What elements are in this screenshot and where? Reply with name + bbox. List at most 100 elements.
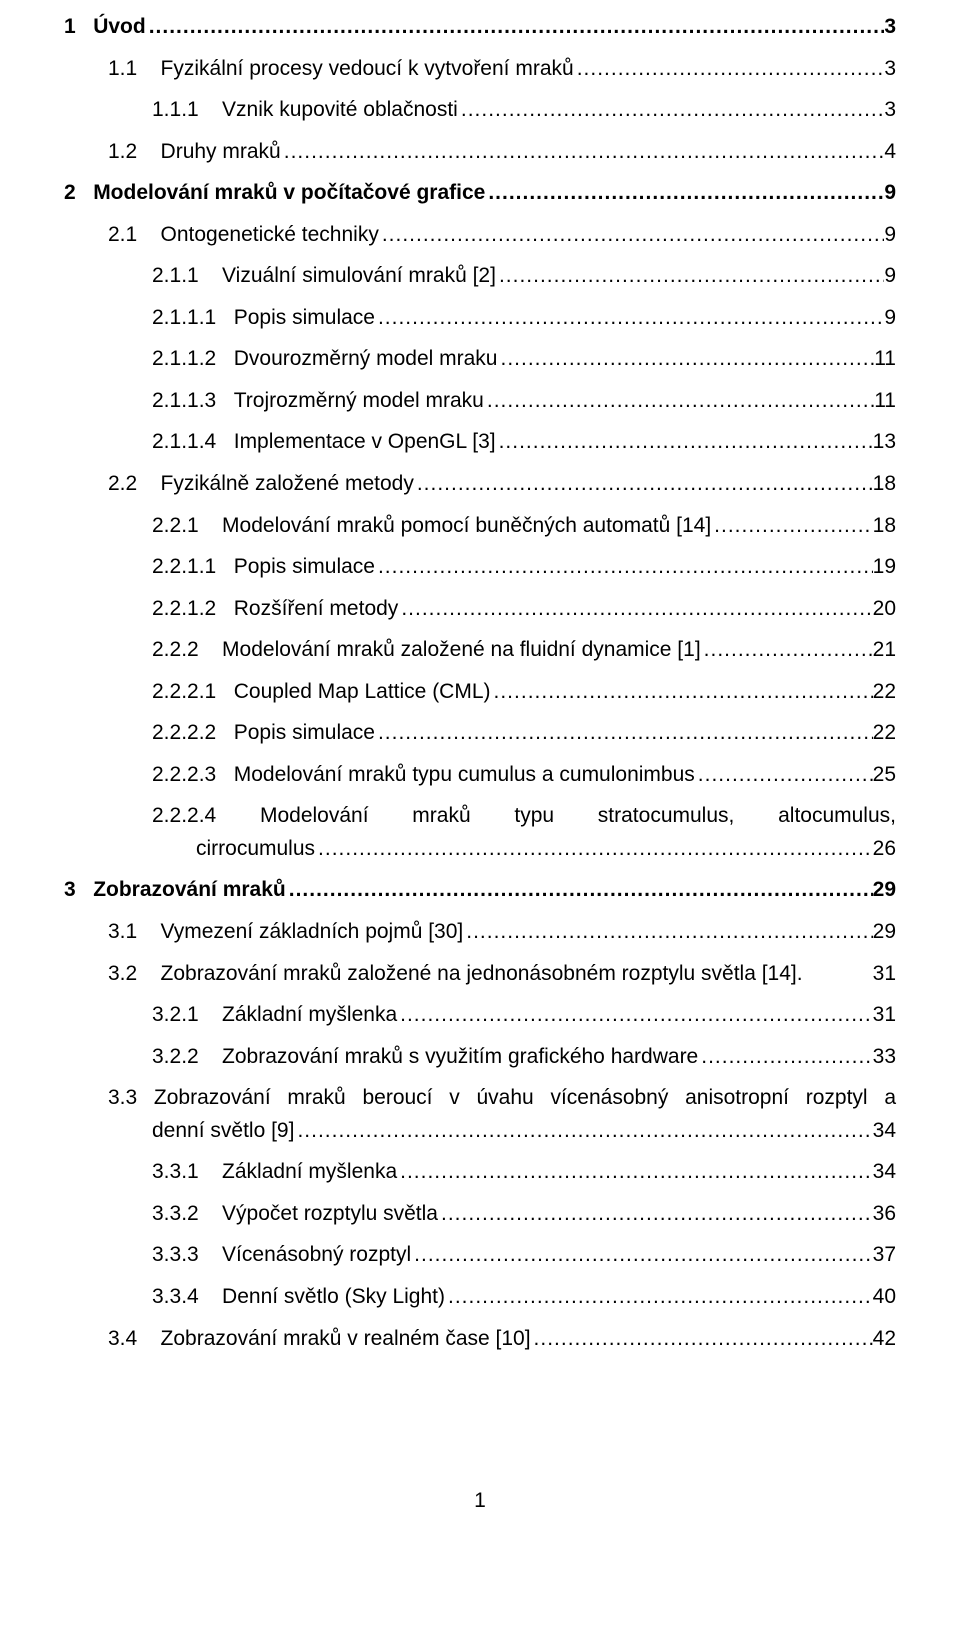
toc-entry: 2.2.1.1 Popis simulace..................…	[64, 551, 896, 584]
toc-entry-page: 29	[873, 874, 896, 907]
toc-entry-page: 36	[873, 1198, 896, 1231]
toc-entry: 2.2.2.2 Popis simulace..................…	[64, 717, 896, 750]
toc-entry-page: 25	[873, 759, 896, 792]
table-of-contents: 1 Úvod..................................…	[0, 0, 960, 1355]
toc-entry-number: 3.2	[108, 958, 161, 991]
toc-entry-title: cirrocumulus	[196, 833, 315, 866]
toc-entry-title: Implementace v OpenGL [3]	[234, 426, 496, 459]
toc-entry-page: 3	[884, 11, 896, 44]
toc-entry-page: 18	[873, 468, 896, 501]
toc-entry-number: 2.1.1	[152, 260, 222, 293]
toc-leader: ........................................…	[711, 510, 872, 543]
toc-entry-title: Coupled Map Lattice (CML)	[234, 676, 491, 709]
toc-entry-page: 3	[884, 53, 896, 86]
toc-entry-page: 9	[884, 177, 896, 210]
toc-leader: ........................................…	[491, 676, 873, 709]
toc-entry-page: 11	[874, 385, 896, 418]
toc-entry-title: Trojrozměrný model mraku	[234, 385, 484, 418]
toc-leader: ........................................…	[397, 1156, 873, 1189]
toc-entry: 2.2.2.4 Modelování mraků typu stratocumu…	[64, 800, 896, 865]
toc-entry: 2.2.2.3 Modelování mraků typu cumulus a …	[64, 759, 896, 792]
toc-entry-title: Denní světlo (Sky Light)	[222, 1281, 445, 1314]
toc-entry-number: 2.1.1.2	[152, 343, 234, 376]
toc-entry: 2.2 Fyzikálně založené metody...........…	[64, 468, 896, 501]
toc-entry: 3.3 Zobrazování mraků beroucí v úvahu ví…	[64, 1082, 896, 1147]
toc-entry-page: 9	[884, 219, 896, 252]
toc-leader: ........................................…	[531, 1323, 873, 1356]
toc-entry-number: 3.2.1	[152, 999, 222, 1032]
toc-entry-number: 3.4	[108, 1323, 161, 1356]
toc-entry-title: Úvod	[93, 11, 146, 44]
toc-entry-title: Zobrazování mraků založené na jednonásob…	[161, 958, 803, 991]
toc-leader: ........................................…	[281, 136, 885, 169]
toc-entry-title: Zobrazování mraků v realném čase [10]	[161, 1323, 531, 1356]
toc-leader: ........................................…	[375, 302, 884, 335]
toc-entry-title: Vymezení základních pojmů [30]	[161, 916, 464, 949]
toc-entry-line2: cirrocumulus............................…	[152, 833, 896, 866]
toc-entry-number: 2.2.1.2	[152, 593, 234, 626]
toc-entry-number: 3.1	[108, 916, 161, 949]
toc-leader: ........................................…	[398, 593, 872, 626]
toc-entry-title: Vícenásobný rozptyl	[222, 1239, 411, 1272]
toc-entry-page: 11	[874, 343, 896, 376]
toc-entry-title: Zobrazování mraků	[93, 874, 286, 907]
toc-entry-page: 22	[873, 676, 896, 709]
toc-entry-title: Ontogenetické techniky	[161, 219, 379, 252]
toc-leader: ........................................…	[294, 1115, 872, 1148]
toc-entry-page: 29	[873, 916, 896, 949]
toc-entry-page: 19	[873, 551, 896, 584]
toc-entry-number: 2.2.2.3	[152, 759, 234, 792]
toc-leader: ........................................…	[286, 874, 873, 907]
toc-leader: ........................................…	[701, 634, 873, 667]
toc-leader: ........................................…	[146, 11, 885, 44]
toc-entry-number: 3.3.2	[152, 1198, 222, 1231]
toc-entry-number: 2.2	[108, 468, 161, 501]
toc-leader: ........................................…	[574, 53, 885, 86]
toc-leader: ........................................…	[458, 94, 884, 127]
toc-entry-title: Popis simulace	[234, 302, 375, 335]
toc-entry-title: Rozšíření metody	[234, 593, 399, 626]
toc-entry: 3.2 Zobrazování mraků založené na jednon…	[64, 958, 896, 991]
toc-entry-page: 4	[884, 136, 896, 169]
toc-entry-title: Výpočet rozptylu světla	[222, 1198, 438, 1231]
toc-entry-number: 3.3.1	[152, 1156, 222, 1189]
toc-entry-page: 40	[873, 1281, 896, 1314]
toc-leader: ........................................…	[438, 1198, 873, 1231]
toc-leader: ........................................…	[315, 833, 873, 866]
toc-entry-page: 3	[884, 94, 896, 127]
toc-entry: 1.1 Fyzikální procesy vedoucí k vytvořen…	[64, 53, 896, 86]
toc-entry-title: Fyzikálně založené metody	[161, 468, 414, 501]
toc-leader: ........................................…	[496, 426, 873, 459]
toc-entry-number: 2.1.1.1	[152, 302, 234, 335]
toc-entry-page: 34	[873, 1156, 896, 1189]
toc-entry: 2.1 Ontogenetické techniky..............…	[64, 219, 896, 252]
toc-entry-number: 3	[64, 874, 93, 907]
toc-entry: 2.1.1.3 Trojrozměrný model mraku........…	[64, 385, 896, 418]
toc-leader: ........................................…	[411, 1239, 872, 1272]
toc-entry: 2.2.1 Modelování mraků pomocí buněčných …	[64, 510, 896, 543]
toc-entry-title: Fyzikální procesy vedoucí k vytvoření mr…	[161, 53, 574, 86]
toc-entry: 3.3.4 Denní světlo (Sky Light)..........…	[64, 1281, 896, 1314]
toc-leader: ........................................…	[695, 759, 873, 792]
toc-entry-number: 1.2	[108, 136, 161, 169]
toc-entry: 2.1.1.1 Popis simulace..................…	[64, 302, 896, 335]
toc-entry-number: 2.2.2.1	[152, 676, 234, 709]
toc-entry-number: 1.1.1	[152, 94, 222, 127]
toc-entry-title: Vznik kupovité oblačnosti	[222, 94, 458, 127]
toc-entry: 3.3.2 Výpočet rozptylu světla...........…	[64, 1198, 896, 1231]
toc-entry-number: 3.2.2	[152, 1041, 222, 1074]
toc-entry: 2.1.1.4 Implementace v OpenGL [3].......…	[64, 426, 896, 459]
toc-entry-number: 2.2.2	[152, 634, 222, 667]
toc-entry-page: 9	[884, 302, 896, 335]
toc-leader: ........................................…	[445, 1281, 873, 1314]
toc-entry-page: 22	[873, 717, 896, 750]
toc-entry-title: Popis simulace	[234, 551, 375, 584]
toc-entry-number: 3.3.4	[152, 1281, 222, 1314]
toc-entry-title: denní světlo [9]	[152, 1115, 294, 1148]
toc-entry: 3.2.1 Základní myšlenka.................…	[64, 999, 896, 1032]
toc-entry: 3.4 Zobrazování mraků v realném čase [10…	[64, 1323, 896, 1356]
toc-entry-page: 18	[873, 510, 896, 543]
toc-entry-number: 1	[64, 11, 93, 44]
toc-leader: ........................................…	[414, 468, 873, 501]
toc-entry-number: 2.2.1	[152, 510, 222, 543]
